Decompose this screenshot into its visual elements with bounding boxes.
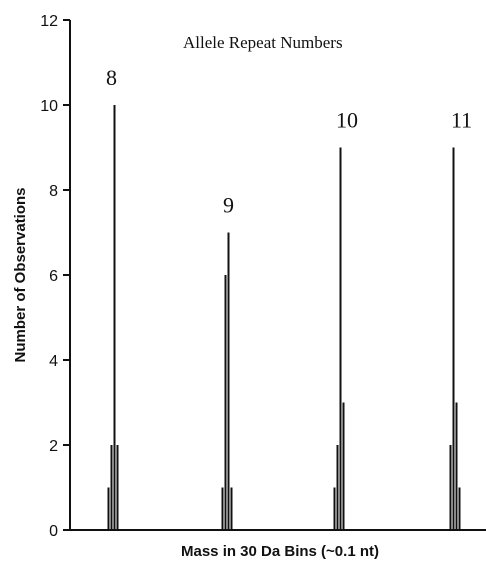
allele-label-9: 9 <box>223 193 234 218</box>
annotation-title: Allele Repeat Numbers <box>183 33 343 52</box>
bar-allele-8-bin-2 <box>110 445 113 530</box>
bar-allele-9-bin-1 <box>221 487 224 530</box>
y-tick-label: 0 <box>49 523 58 540</box>
y-tick-label: 2 <box>49 438 58 455</box>
bar-allele-10-bin-3 <box>339 147 342 530</box>
axes <box>69 20 486 531</box>
y-tick-label: 12 <box>40 13 58 30</box>
bar-allele-8-bin-3 <box>113 105 116 530</box>
bar-allele-9-bin-2 <box>224 275 227 530</box>
y-tick-label: 10 <box>40 98 58 115</box>
bar-allele-9-bin-4 <box>230 487 233 530</box>
bar-allele-11-bin-3 <box>455 402 458 530</box>
x-axis-title: Mass in 30 Da Bins (~0.1 nt) <box>181 543 379 560</box>
bar-allele-8-bin-1 <box>107 487 110 530</box>
bar-allele-10-bin-2 <box>336 445 339 530</box>
allele-label-11: 11 <box>451 108 472 133</box>
y-tick-label: 8 <box>49 183 58 200</box>
y-ticks: 0 2 4 6 8 10 12 <box>40 13 70 540</box>
allele-label-10: 10 <box>336 108 358 133</box>
allele-label-8: 8 <box>106 65 117 90</box>
bar-allele-11-bin-1 <box>449 445 452 530</box>
bar-allele-11-bin-4 <box>458 487 461 530</box>
y-tick-label: 4 <box>49 353 58 370</box>
bar-allele-8-bin-4 <box>116 445 119 530</box>
y-tick-label: 6 <box>49 268 58 285</box>
bar-allele-10-bin-1 <box>333 487 336 530</box>
allele-labels: 8 9 10 11 <box>106 65 472 218</box>
bar-allele-10-bin-4 <box>342 402 345 530</box>
y-axis-title: Number of Observations <box>12 187 29 362</box>
bar-allele-9-bin-3 <box>227 232 230 530</box>
bars <box>107 105 461 530</box>
bar-allele-11-bin-2 <box>452 147 455 530</box>
